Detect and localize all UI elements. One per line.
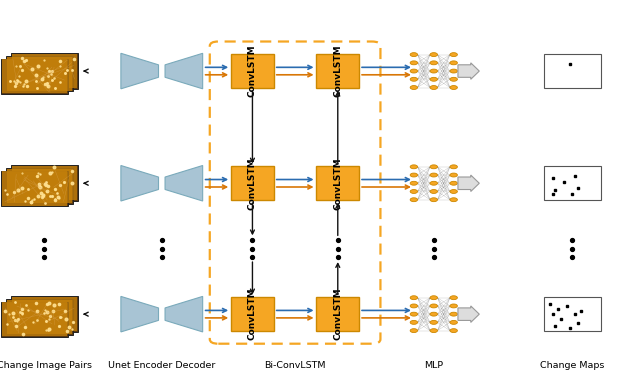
Text: Unet Encoder Decoder: Unet Encoder Decoder [108, 361, 216, 370]
Circle shape [430, 321, 438, 324]
Circle shape [410, 69, 417, 73]
Circle shape [450, 86, 458, 89]
Polygon shape [121, 166, 159, 201]
Polygon shape [7, 57, 72, 91]
Polygon shape [12, 297, 77, 331]
Circle shape [410, 173, 417, 177]
Circle shape [430, 77, 438, 81]
Polygon shape [165, 53, 203, 89]
Circle shape [430, 86, 438, 89]
Circle shape [450, 69, 458, 73]
Circle shape [450, 190, 458, 193]
Polygon shape [11, 165, 78, 201]
Circle shape [430, 296, 438, 300]
Polygon shape [2, 302, 67, 337]
Polygon shape [316, 297, 359, 331]
Circle shape [410, 190, 417, 193]
Polygon shape [121, 296, 159, 332]
Circle shape [450, 198, 458, 202]
Circle shape [430, 329, 438, 332]
Polygon shape [316, 54, 359, 88]
Circle shape [430, 304, 438, 308]
Polygon shape [11, 53, 78, 89]
Circle shape [450, 329, 458, 332]
Polygon shape [458, 306, 479, 322]
Circle shape [430, 165, 438, 169]
Text: ConvLSTM: ConvLSTM [333, 157, 342, 209]
Circle shape [450, 304, 458, 308]
Circle shape [450, 165, 458, 169]
Circle shape [430, 190, 438, 193]
Polygon shape [458, 175, 479, 191]
Polygon shape [458, 63, 479, 79]
Polygon shape [6, 299, 73, 335]
Polygon shape [121, 53, 159, 89]
Circle shape [410, 61, 417, 65]
Circle shape [450, 61, 458, 65]
Text: ConvLSTM: ConvLSTM [333, 45, 342, 97]
Polygon shape [544, 297, 601, 331]
Circle shape [410, 86, 417, 89]
Circle shape [430, 69, 438, 73]
Polygon shape [1, 59, 68, 94]
Circle shape [410, 329, 417, 332]
Polygon shape [6, 56, 73, 92]
Text: ConvLSTM: ConvLSTM [248, 45, 257, 97]
Polygon shape [6, 168, 73, 204]
Polygon shape [544, 54, 601, 88]
Circle shape [450, 77, 458, 81]
Circle shape [450, 181, 458, 185]
Circle shape [410, 198, 417, 202]
Polygon shape [2, 171, 67, 206]
Circle shape [430, 181, 438, 185]
Polygon shape [231, 166, 274, 200]
Circle shape [450, 173, 458, 177]
Circle shape [430, 53, 438, 56]
Circle shape [410, 165, 417, 169]
Circle shape [430, 198, 438, 202]
Polygon shape [1, 171, 68, 206]
Circle shape [430, 312, 438, 316]
Text: Bi-ConvLSTM: Bi-ConvLSTM [264, 361, 326, 370]
Circle shape [410, 304, 417, 308]
Circle shape [430, 61, 438, 65]
Polygon shape [165, 296, 203, 332]
Text: MLP: MLP [424, 361, 444, 370]
Polygon shape [544, 166, 601, 200]
Circle shape [410, 53, 417, 56]
Text: Change Image Pairs: Change Image Pairs [0, 361, 92, 370]
Polygon shape [231, 54, 274, 88]
Circle shape [430, 173, 438, 177]
Polygon shape [7, 169, 72, 203]
Polygon shape [12, 166, 77, 200]
Polygon shape [2, 59, 67, 94]
Circle shape [450, 53, 458, 56]
Text: Change Maps: Change Maps [540, 361, 605, 370]
Text: ConvLSTM: ConvLSTM [248, 157, 257, 209]
Circle shape [450, 312, 458, 316]
Polygon shape [1, 301, 68, 337]
Polygon shape [11, 296, 78, 332]
Text: ConvLSTM: ConvLSTM [248, 288, 257, 340]
Circle shape [450, 321, 458, 324]
Circle shape [450, 296, 458, 300]
Polygon shape [165, 166, 203, 201]
Text: ConvLSTM: ConvLSTM [333, 288, 342, 340]
Polygon shape [231, 297, 274, 331]
Polygon shape [12, 54, 77, 88]
Polygon shape [7, 300, 72, 334]
Circle shape [410, 321, 417, 324]
Circle shape [410, 181, 417, 185]
Polygon shape [316, 166, 359, 200]
Circle shape [410, 312, 417, 316]
Circle shape [410, 77, 417, 81]
Circle shape [410, 296, 417, 300]
